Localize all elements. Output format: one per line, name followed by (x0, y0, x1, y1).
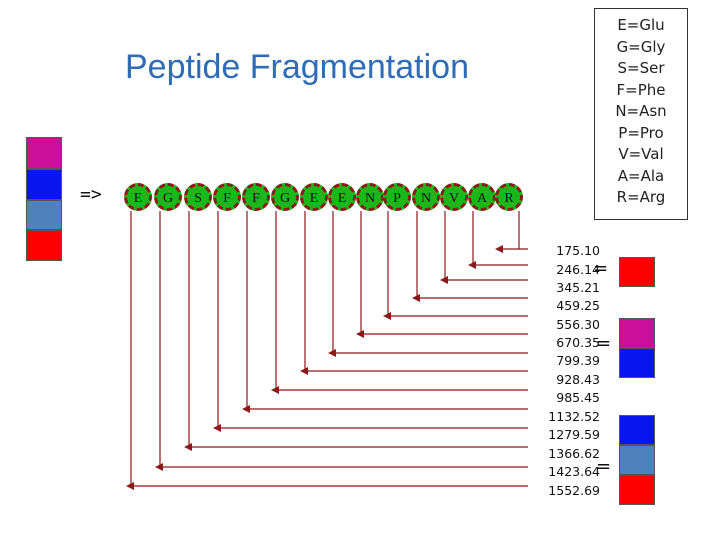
mass-value: 1366.62 (548, 446, 600, 461)
color-block-blue (619, 348, 655, 378)
residue-9: N (356, 183, 384, 211)
legend-item: N=Asn (615, 102, 667, 120)
color-block-magenta (619, 318, 655, 348)
mass-value: 928.43 (556, 372, 600, 387)
equals-sign: = (596, 333, 612, 354)
color-block-red (619, 257, 655, 287)
residue-2: G (154, 183, 182, 211)
residue-letter: P (393, 191, 401, 206)
mass-value: 1423.64 (548, 464, 600, 479)
mass-value: 1552.69 (548, 483, 600, 498)
equals-sign: = (593, 258, 609, 279)
legend-item: S=Ser (617, 59, 665, 77)
arrowhead (356, 330, 364, 338)
mass-value: 799.39 (556, 353, 600, 368)
residue-letter: G (279, 191, 291, 206)
mass-value: 175.10 (556, 243, 600, 258)
arrowhead (271, 386, 279, 394)
residue-3: S (184, 183, 212, 211)
color-block-steel-blue (619, 445, 655, 475)
residue-14: R (495, 183, 523, 211)
residue-letter: E (133, 191, 143, 206)
residue-letter: N (420, 191, 432, 206)
residue-letter: F (223, 191, 231, 206)
color-block-blue (619, 415, 655, 445)
arrowhead (300, 367, 308, 375)
mass-value: 1132.52 (548, 409, 600, 424)
arrowhead (155, 463, 163, 471)
arrowhead (468, 261, 476, 269)
arrowhead (495, 245, 503, 253)
residue-5: F (242, 183, 270, 211)
residue-10: P (383, 183, 411, 211)
residue-8: E (328, 183, 356, 211)
legend-item: R=Arg (616, 188, 666, 206)
residue-11: N (412, 183, 440, 211)
mass-value: 670.35 (556, 335, 600, 350)
equals-sign: = (596, 456, 612, 477)
residue-letter: E (309, 191, 319, 206)
residue-letter: V (448, 191, 460, 206)
color-block-magenta (26, 137, 62, 169)
amino-acid-legend: E=Glu G=Gly S=Ser F=Phe N=Asn P=Pro V=Va… (594, 8, 688, 220)
mass-value: 1279.59 (548, 427, 600, 442)
residue-letter: F (252, 191, 260, 206)
arrowhead (242, 405, 250, 413)
legend-item: A=Ala (617, 166, 665, 185)
arrowhead (412, 294, 420, 302)
residue-6: G (271, 183, 299, 211)
mass-value: 246.14 (556, 262, 600, 277)
mass-value: 556.30 (556, 317, 600, 332)
arrowhead (440, 276, 448, 284)
legend-item: E=Glu (617, 16, 665, 34)
arrowhead (126, 482, 134, 490)
residue-1: E (124, 183, 152, 211)
arrowhead (213, 424, 221, 432)
residue-letter: R (504, 191, 514, 206)
arrowhead (184, 443, 192, 451)
arrowhead (383, 312, 391, 320)
residue-letter: E (337, 191, 347, 206)
residue-7: E (300, 183, 328, 211)
mass-value: 985.45 (556, 390, 600, 405)
color-block-steel-blue (26, 200, 62, 230)
residue-4: F (213, 183, 241, 211)
color-block-red (26, 230, 62, 261)
page-title: Peptide Fragmentation (125, 48, 469, 86)
legend-item: P=Pro (618, 123, 664, 142)
arrowhead (328, 349, 336, 357)
legend-item: V=Val (618, 145, 664, 163)
color-block-red (619, 475, 655, 505)
residue-12: V (440, 183, 468, 211)
residue-letter: S (194, 191, 202, 206)
mass-value: 459.25 (556, 298, 600, 313)
color-block-blue (26, 169, 62, 200)
residue-letter: G (162, 191, 174, 206)
residue-letter: A (476, 191, 488, 206)
residue-13: A (468, 183, 496, 211)
mass-value: 345.21 (556, 280, 600, 295)
arrow-label: => (80, 184, 102, 205)
legend-item: F=Phe (616, 80, 666, 99)
arrowheads (126, 245, 503, 490)
legend-item: G=Gly (616, 37, 666, 56)
residue-letter: N (364, 191, 376, 206)
